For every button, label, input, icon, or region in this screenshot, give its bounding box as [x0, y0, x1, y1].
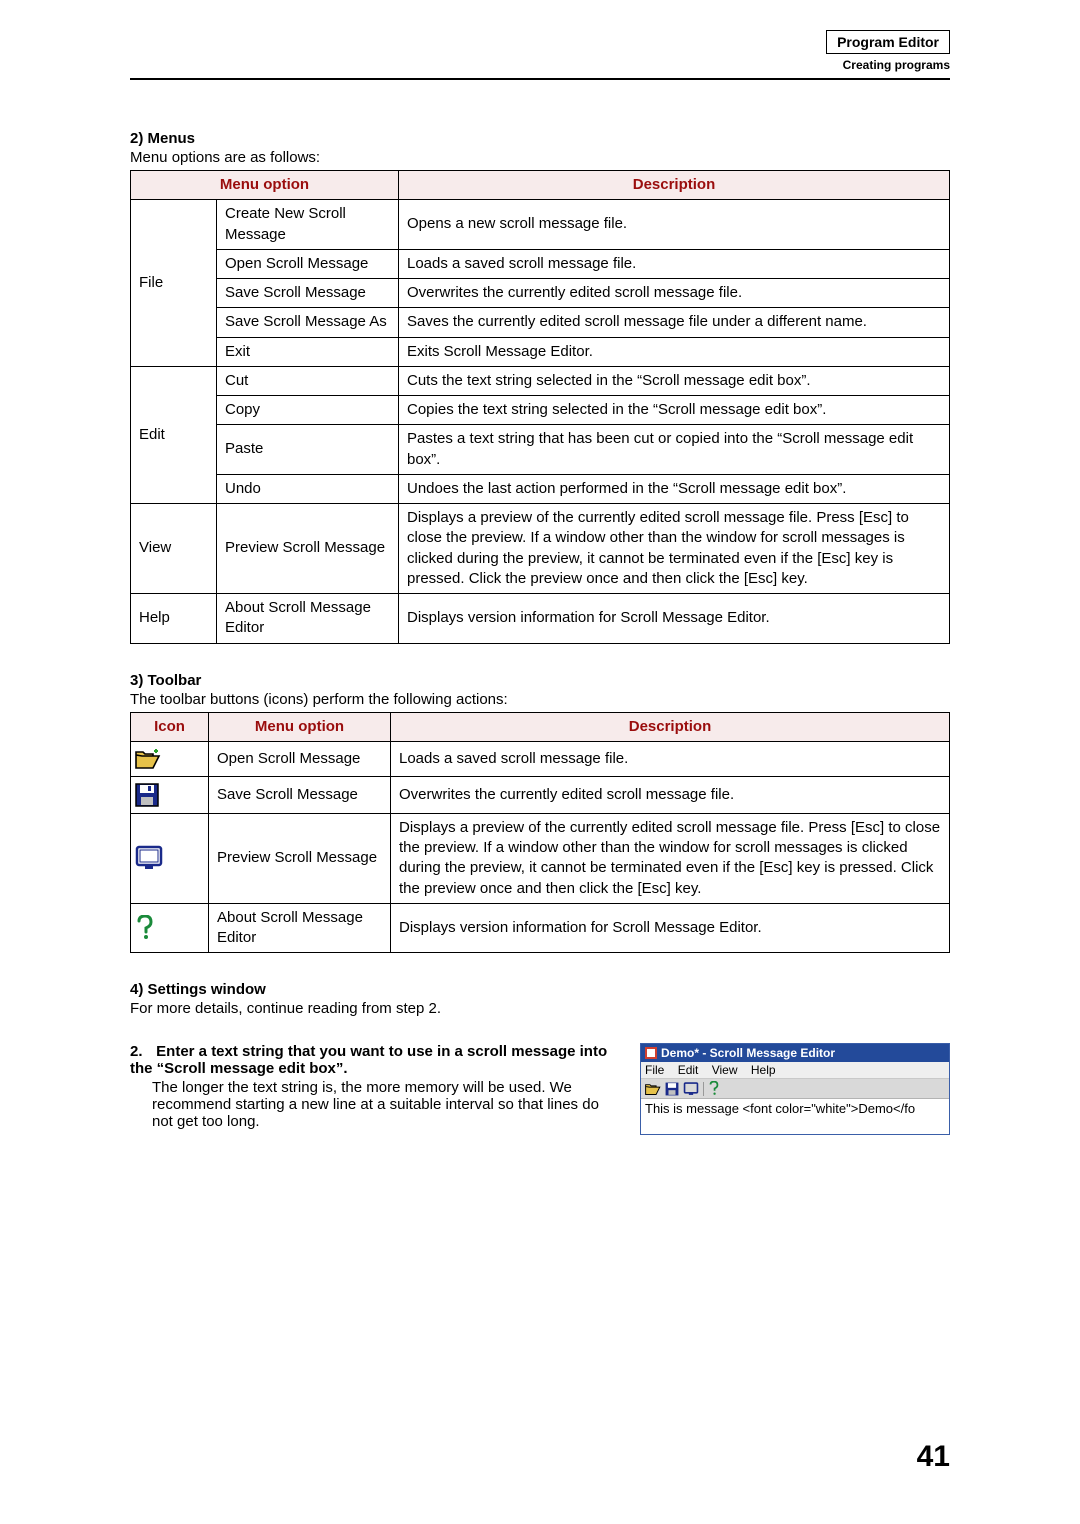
- toolbar-option: Preview Scroll Message: [209, 813, 391, 903]
- menu-option: Save Scroll Message: [217, 279, 399, 308]
- toolbar-option: About Scroll Message Editor: [209, 903, 391, 953]
- toolbar-desc: Displays a preview of the currently edit…: [391, 813, 950, 903]
- menu-option: About Scroll Message Editor: [217, 594, 399, 644]
- help-icon: [131, 903, 209, 953]
- menu-desc: Overwrites the currently edited scroll m…: [399, 279, 950, 308]
- menu-group-view: View: [131, 504, 217, 594]
- toolbar-option: Open Scroll Message: [209, 741, 391, 776]
- open-icon: [131, 741, 209, 776]
- menu-desc: Copies the text string selected in the “…: [399, 396, 950, 425]
- settings-subtext: For more details, continue reading from …: [130, 1000, 950, 1017]
- menus-th-option: Menu option: [131, 171, 399, 200]
- toolbar-desc: Overwrites the currently edited scroll m…: [391, 776, 950, 813]
- header-subtitle: Creating programs: [130, 58, 950, 72]
- page-number: 41: [917, 1440, 950, 1474]
- table-row: Save Scroll MessageOverwrites the curren…: [131, 279, 950, 308]
- window-menu-view[interactable]: View: [712, 1063, 738, 1077]
- window-titlebar: Demo* - Scroll Message Editor: [641, 1044, 949, 1062]
- menus-heading: 2) Menus: [130, 130, 950, 147]
- table-row: Preview Scroll Message Displays a previe…: [131, 813, 950, 903]
- table-row: Save Scroll Message Overwrites the curre…: [131, 776, 950, 813]
- header-box: Program Editor: [826, 30, 950, 54]
- menu-desc: Displays a preview of the currently edit…: [399, 504, 950, 594]
- toolbar-th-icon: Icon: [131, 712, 209, 741]
- step-number: 2.: [130, 1043, 152, 1060]
- toolbar-desc: Displays version information for Scroll …: [391, 903, 950, 953]
- menu-desc: Saves the currently edited scroll messag…: [399, 308, 950, 337]
- save-icon[interactable]: [665, 1082, 679, 1096]
- step-body: The longer the text string is, the more …: [152, 1079, 612, 1130]
- screenshot-window: Demo* - Scroll Message Editor File Edit …: [640, 1043, 950, 1135]
- step-block: 2. Enter a text string that you want to …: [130, 1043, 950, 1135]
- table-row: File Create New Scroll Message Opens a n…: [131, 200, 950, 250]
- preview-icon: [131, 813, 209, 903]
- window-menu-help[interactable]: Help: [751, 1063, 776, 1077]
- table-row: Help About Scroll Message Editor Display…: [131, 594, 950, 644]
- menu-desc: Exits Scroll Message Editor.: [399, 337, 950, 366]
- table-row: View Preview Scroll Message Displays a p…: [131, 504, 950, 594]
- menu-desc: Cuts the text string selected in the “Sc…: [399, 366, 950, 395]
- table-row: Edit Cut Cuts the text string selected i…: [131, 366, 950, 395]
- menu-option: Copy: [217, 396, 399, 425]
- step-title: Enter a text string that you want to use…: [130, 1043, 607, 1077]
- toolbar-th-option: Menu option: [209, 712, 391, 741]
- menu-option: Cut: [217, 366, 399, 395]
- open-icon[interactable]: [645, 1082, 661, 1096]
- menus-table: Menu option Description File Create New …: [130, 170, 950, 644]
- table-row: ExitExits Scroll Message Editor.: [131, 337, 950, 366]
- menu-desc: Pastes a text string that has been cut o…: [399, 425, 950, 475]
- window-menu-edit[interactable]: Edit: [678, 1063, 699, 1077]
- scroll-message-edit-box[interactable]: This is message <font color="white">Demo…: [641, 1099, 949, 1134]
- menus-subtext: Menu options are as follows:: [130, 149, 950, 166]
- app-icon: [645, 1047, 657, 1059]
- menu-option: Create New Scroll Message: [217, 200, 399, 250]
- menu-group-help: Help: [131, 594, 217, 644]
- toolbar-desc: Loads a saved scroll message file.: [391, 741, 950, 776]
- toolbar-heading: 3) Toolbar: [130, 672, 950, 689]
- page-header: Program Editor Creating programs: [130, 30, 950, 72]
- table-row: UndoUndoes the last action performed in …: [131, 474, 950, 503]
- help-icon[interactable]: [708, 1081, 720, 1096]
- menu-option: Paste: [217, 425, 399, 475]
- menu-option: Undo: [217, 474, 399, 503]
- table-row: Save Scroll Message AsSaves the currentl…: [131, 308, 950, 337]
- window-menubar: File Edit View Help: [641, 1062, 949, 1079]
- menu-desc: Opens a new scroll message file.: [399, 200, 950, 250]
- window-toolbar: [641, 1079, 949, 1099]
- menu-option: Save Scroll Message As: [217, 308, 399, 337]
- settings-heading: 4) Settings window: [130, 981, 950, 998]
- window-title-text: Demo* - Scroll Message Editor: [661, 1046, 835, 1060]
- toolbar-table: Icon Menu option Description Open Scroll…: [130, 712, 950, 954]
- toolbar-subtext: The toolbar buttons (icons) perform the …: [130, 691, 950, 708]
- menu-group-edit: Edit: [131, 366, 217, 503]
- table-row: CopyCopies the text string selected in t…: [131, 396, 950, 425]
- preview-icon[interactable]: [683, 1082, 699, 1096]
- toolbar-option: Save Scroll Message: [209, 776, 391, 813]
- menu-option: Preview Scroll Message: [217, 504, 399, 594]
- menu-option: Open Scroll Message: [217, 249, 399, 278]
- menu-desc: Displays version information for Scroll …: [399, 594, 950, 644]
- menu-option: Exit: [217, 337, 399, 366]
- table-row: PastePastes a text string that has been …: [131, 425, 950, 475]
- header-rule: [130, 78, 950, 80]
- menu-group-file: File: [131, 200, 217, 367]
- menu-desc: Undoes the last action performed in the …: [399, 474, 950, 503]
- table-row: About Scroll Message Editor Displays ver…: [131, 903, 950, 953]
- table-row: Open Scroll Message Loads a saved scroll…: [131, 741, 950, 776]
- window-menu-file[interactable]: File: [645, 1063, 664, 1077]
- save-icon: [131, 776, 209, 813]
- menu-desc: Loads a saved scroll message file.: [399, 249, 950, 278]
- menus-th-desc: Description: [399, 171, 950, 200]
- toolbar-th-desc: Description: [391, 712, 950, 741]
- table-row: Open Scroll MessageLoads a saved scroll …: [131, 249, 950, 278]
